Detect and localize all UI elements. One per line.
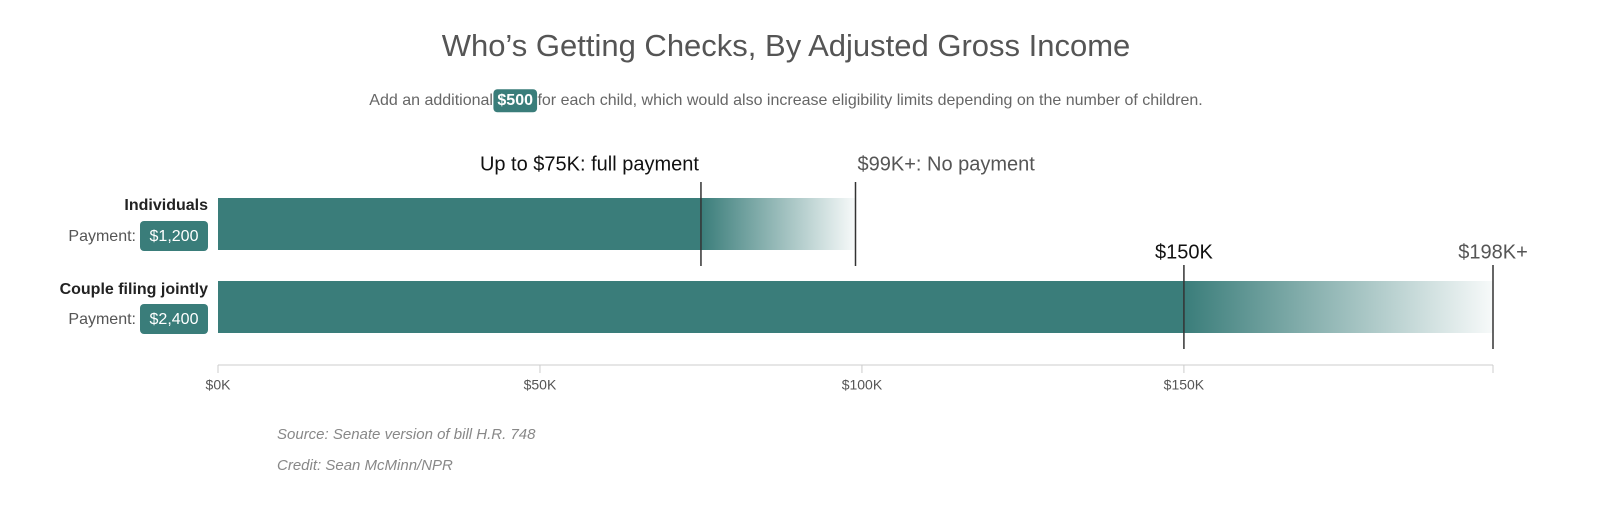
bar-full — [218, 281, 1184, 333]
threshold-label: $198K+ — [1458, 241, 1528, 263]
subtitle-badge — [493, 89, 538, 113]
payment-value: $1,200 — [150, 228, 199, 245]
source: Source: Senate version of bill H.R. 748 — [277, 426, 536, 443]
subtitle-highlight: $500 — [497, 92, 533, 109]
category-label: Individuals — [124, 197, 208, 214]
payment-badge — [140, 304, 208, 334]
threshold-label: $99K+: No payment — [858, 153, 1036, 175]
payment-badge — [140, 221, 208, 251]
payment-value: $2,400 — [150, 311, 199, 328]
x-tick-label: $150K — [1164, 377, 1205, 393]
chart-title: Who’s Getting Checks, By Adjusted Gross … — [442, 28, 1131, 63]
threshold-label: Up to $75K: full payment — [480, 153, 699, 175]
category-label: Couple filing jointly — [60, 281, 209, 298]
x-tick-label: $100K — [842, 377, 883, 393]
subtitle-text: Add an additional — [369, 92, 493, 109]
x-tick-label: $50K — [524, 377, 557, 393]
bar-phaseout — [1183, 281, 1493, 333]
subtitle-text: for each child, which would also increas… — [537, 92, 1202, 109]
bar-full — [218, 198, 701, 250]
credit: Credit: Sean McMinn/NPR — [277, 457, 453, 474]
payment-prefix: Payment: — [68, 311, 136, 328]
x-tick-label: $0K — [206, 377, 232, 393]
payment-prefix: Payment: — [68, 228, 136, 245]
subtitle: Add an additional $500 for each child, w… — [369, 92, 1202, 109]
threshold-label: $150K — [1155, 241, 1213, 263]
bar-phaseout — [700, 198, 856, 250]
